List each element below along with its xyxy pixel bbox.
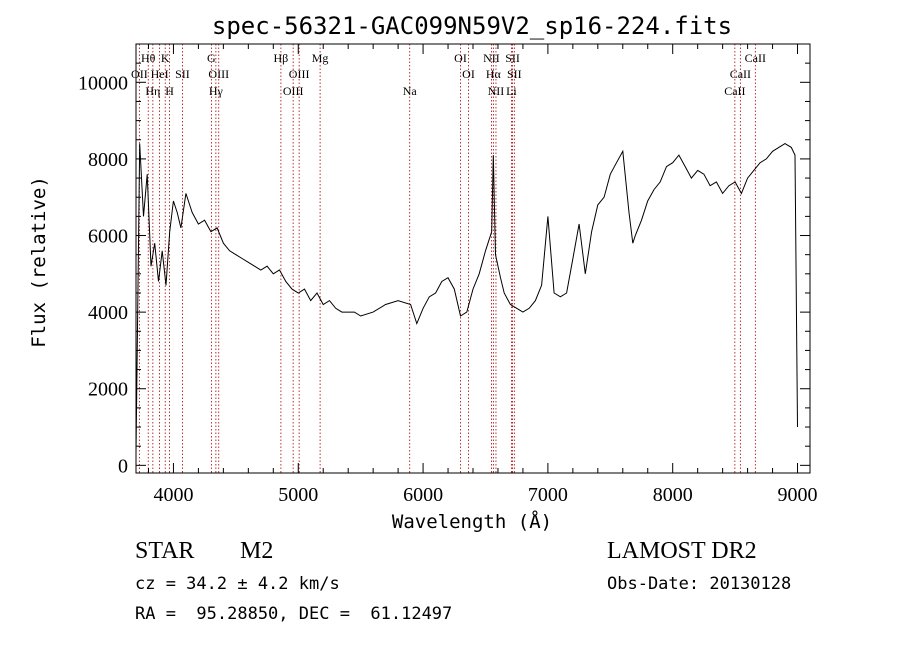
series-layer [135,143,798,454]
y-tick-label: 0 [118,455,128,477]
spectral-line-label: Hβ [274,51,289,65]
object-class: STAR [135,538,195,564]
object-subclass: M2 [240,538,274,564]
x-axis-label: Wavelength (Å) [392,510,552,533]
spectral-line-label: OI [462,67,475,81]
y-tick-label: 6000 [88,226,128,248]
flux-series-line [135,143,798,454]
survey-name: LAMOST DR2 [607,538,757,564]
redshift-cz: cz = 34.2 ± 4.2 km/s [135,574,340,594]
spectral-line-label: OII [131,67,148,81]
spectral-line-label: Hα [486,67,502,81]
x-axis-ticks: 4000 5000 6000 7000 8000 9000 [147,44,818,506]
spectral-line-label: Mg [312,51,329,65]
spectral-line-label: SII [507,67,522,81]
x-tick-label: 6000 [403,484,443,506]
spectral-line-label: Hθ [141,51,156,65]
spectral-line-label: G [207,51,216,65]
y-tick-label: 2000 [88,379,128,401]
chart-title: spec-56321-GAC099N59V2_sp16-224.fits [212,12,732,40]
spectral-line-label: OIII [208,67,229,81]
x-tick-label: 7000 [528,484,568,506]
spectral-line-label: Hγ [209,84,224,98]
spectral-line-label: OI [454,51,467,65]
y-tick-label: 10000 [78,72,128,94]
spectral-line-label: Li [506,84,517,98]
spectral-line-label: HeI [151,67,169,81]
y-axis-ticks: 0 2000 4000 6000 8000 10000 [78,62,810,477]
spectral-line-label: NII [488,84,505,98]
coordinates: RA = 95.28850, DEC = 61.12497 [135,604,453,624]
spectral-line-label: OIII [283,84,304,98]
y-tick-label: 4000 [88,302,128,324]
spectral-line-label: OIII [289,67,310,81]
spectral-line-label: CaII [724,84,745,98]
obs-date: Obs-Date: 20130128 [607,574,792,594]
spectral-line-label: CaII [745,51,766,65]
spectral-line-label: H [165,84,174,98]
x-tick-label: 9000 [778,484,818,506]
spectral-line-markers [138,44,756,473]
spectral-line-label: Hη [145,84,160,98]
spectral-line-label: NII [483,51,500,65]
y-tick-label: 8000 [88,149,128,171]
x-tick-label: 5000 [278,484,318,506]
spectral-line-label: CaII [730,67,751,81]
spectral-line-label: K [161,51,170,65]
plot-frame [135,43,811,474]
y-axis-label: Flux (relative) [28,176,50,348]
spectral-line-label: SII [505,51,520,65]
x-tick-label: 8000 [653,484,693,506]
x-tick-label: 4000 [153,484,193,506]
spectral-line-label: Na [403,84,418,98]
spectral-line-label: SII [175,67,190,81]
